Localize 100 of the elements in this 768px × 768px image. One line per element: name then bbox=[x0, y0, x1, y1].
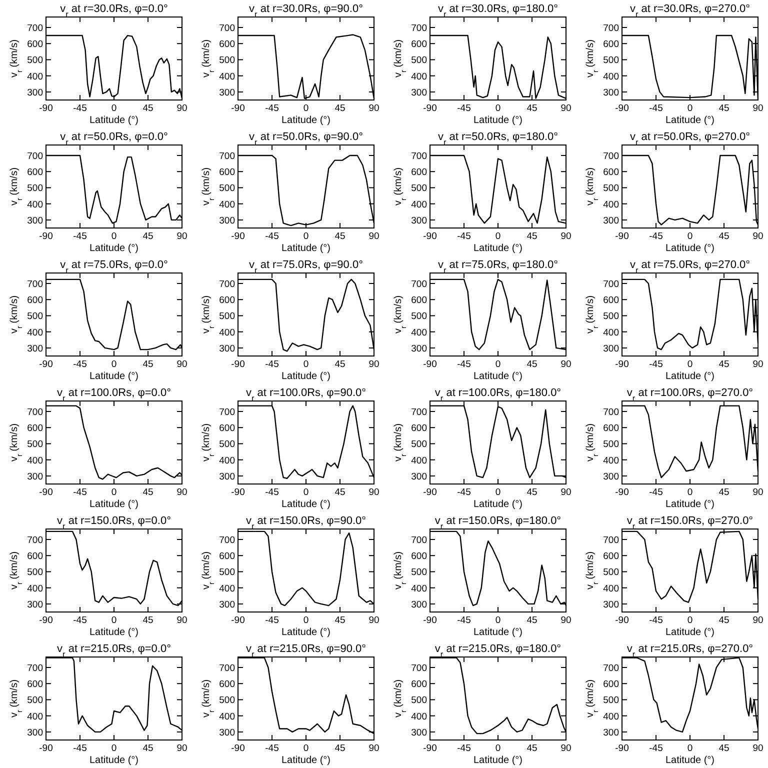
y-tick-label: 400 bbox=[27, 583, 43, 594]
y-tick-label: 300 bbox=[411, 215, 427, 226]
y-tick-label: 400 bbox=[603, 327, 619, 338]
x-tick-label: -45 bbox=[457, 359, 471, 370]
y-tick-label: 300 bbox=[219, 87, 235, 98]
y-tick-label: 700 bbox=[411, 406, 427, 418]
y-tick-label: 500 bbox=[411, 311, 427, 322]
x-tick-label: -45 bbox=[457, 615, 471, 626]
x-tick-label: 0 bbox=[495, 231, 501, 242]
x-tick-label: -45 bbox=[265, 103, 279, 114]
y-tick-label: 700 bbox=[219, 278, 235, 290]
x-tick-label: -45 bbox=[457, 103, 471, 114]
x-tick-label: 90 bbox=[752, 231, 764, 242]
x-tick-label: 0 bbox=[303, 487, 309, 498]
y-tick-label: 300 bbox=[27, 727, 43, 738]
x-tick-label: 90 bbox=[368, 487, 380, 498]
x-tick-label: -90 bbox=[231, 487, 245, 498]
y-tick-label: 700 bbox=[219, 22, 235, 34]
y-tick-label: 600 bbox=[27, 167, 43, 178]
y-tick-label: 300 bbox=[219, 727, 235, 738]
x-tick-label: -90 bbox=[423, 743, 437, 754]
x-tick-label: -90 bbox=[231, 231, 245, 242]
x-tick-label: -90 bbox=[39, 743, 53, 754]
y-tick-label: 600 bbox=[27, 295, 43, 306]
x-tick-label: -90 bbox=[39, 231, 53, 242]
x-tick-label: 0 bbox=[111, 359, 117, 370]
x-axis-title: Latitude (°) bbox=[473, 115, 523, 126]
x-tick-label: 90 bbox=[560, 743, 572, 754]
x-tick-label: -45 bbox=[265, 743, 279, 754]
x-axis-title: Latitude (°) bbox=[473, 371, 523, 382]
y-tick-label: 400 bbox=[27, 711, 43, 722]
y-tick-label: 700 bbox=[27, 534, 43, 546]
y-tick-label: 500 bbox=[603, 55, 619, 66]
y-tick-label: 400 bbox=[603, 199, 619, 210]
x-tick-label: 45 bbox=[718, 359, 730, 370]
x-tick-label: -45 bbox=[73, 103, 87, 114]
y-tick-label: 700 bbox=[219, 150, 235, 162]
y-tick-label: 300 bbox=[219, 599, 235, 610]
x-tick-label: 0 bbox=[495, 359, 501, 370]
x-tick-label: 45 bbox=[526, 103, 538, 114]
x-tick-label: 90 bbox=[560, 103, 572, 114]
y-tick-label: 300 bbox=[27, 471, 43, 482]
y-tick-label: 500 bbox=[27, 311, 43, 322]
y-tick-label: 600 bbox=[411, 295, 427, 306]
y-tick-label: 300 bbox=[27, 343, 43, 354]
y-tick-label: 300 bbox=[603, 471, 619, 482]
x-tick-label: 45 bbox=[142, 743, 154, 754]
y-tick-label: 500 bbox=[603, 695, 619, 706]
y-tick-label: 700 bbox=[411, 150, 427, 162]
y-tick-label: 500 bbox=[411, 567, 427, 578]
x-tick-label: 45 bbox=[334, 615, 346, 626]
x-tick-label: 0 bbox=[303, 231, 309, 242]
y-tick-label: 600 bbox=[219, 679, 235, 690]
y-tick-label: 600 bbox=[219, 39, 235, 50]
y-tick-label: 300 bbox=[603, 599, 619, 610]
y-tick-label: 300 bbox=[411, 87, 427, 98]
y-tick-label: 400 bbox=[219, 455, 235, 466]
x-tick-label: -90 bbox=[39, 615, 53, 626]
y-tick-label: 400 bbox=[219, 199, 235, 210]
x-tick-label: 0 bbox=[111, 103, 117, 114]
x-tick-label: -90 bbox=[39, 359, 53, 370]
x-tick-label: 45 bbox=[142, 231, 154, 242]
x-tick-label: 90 bbox=[176, 615, 188, 626]
x-tick-label: 45 bbox=[718, 615, 730, 626]
y-tick-label: 600 bbox=[603, 39, 619, 50]
x-tick-label: 45 bbox=[526, 231, 538, 242]
x-tick-label: 45 bbox=[526, 743, 538, 754]
x-tick-label: 90 bbox=[176, 487, 188, 498]
x-tick-label: 0 bbox=[687, 359, 693, 370]
y-tick-label: 400 bbox=[411, 199, 427, 210]
x-tick-label: 90 bbox=[176, 231, 188, 242]
y-tick-label: 700 bbox=[603, 534, 619, 546]
x-tick-label: 90 bbox=[560, 615, 572, 626]
x-tick-label: -90 bbox=[423, 487, 437, 498]
x-tick-label: -45 bbox=[265, 615, 279, 626]
y-tick-label: 600 bbox=[603, 295, 619, 306]
x-axis-title: Latitude (°) bbox=[89, 371, 139, 382]
y-tick-label: 400 bbox=[603, 583, 619, 594]
y-tick-label: 500 bbox=[219, 183, 235, 194]
x-tick-label: -90 bbox=[423, 103, 437, 114]
y-tick-label: 500 bbox=[27, 567, 43, 578]
x-tick-label: -45 bbox=[649, 743, 663, 754]
y-tick-label: 700 bbox=[219, 406, 235, 418]
x-tick-label: 45 bbox=[526, 487, 538, 498]
y-tick-label: 400 bbox=[27, 199, 43, 210]
y-tick-label: 400 bbox=[603, 71, 619, 82]
y-tick-label: 700 bbox=[27, 662, 43, 674]
x-tick-label: -45 bbox=[73, 487, 87, 498]
x-tick-label: 45 bbox=[526, 359, 538, 370]
x-tick-label: 0 bbox=[303, 359, 309, 370]
x-axis-title: Latitude (°) bbox=[473, 499, 523, 510]
y-tick-label: 600 bbox=[27, 551, 43, 562]
x-tick-label: 0 bbox=[111, 231, 117, 242]
y-tick-label: 300 bbox=[411, 343, 427, 354]
x-tick-label: 45 bbox=[718, 487, 730, 498]
y-tick-label: 600 bbox=[219, 295, 235, 306]
x-tick-label: 0 bbox=[495, 487, 501, 498]
x-tick-label: 0 bbox=[687, 231, 693, 242]
x-tick-label: 90 bbox=[176, 359, 188, 370]
y-tick-label: 600 bbox=[411, 679, 427, 690]
